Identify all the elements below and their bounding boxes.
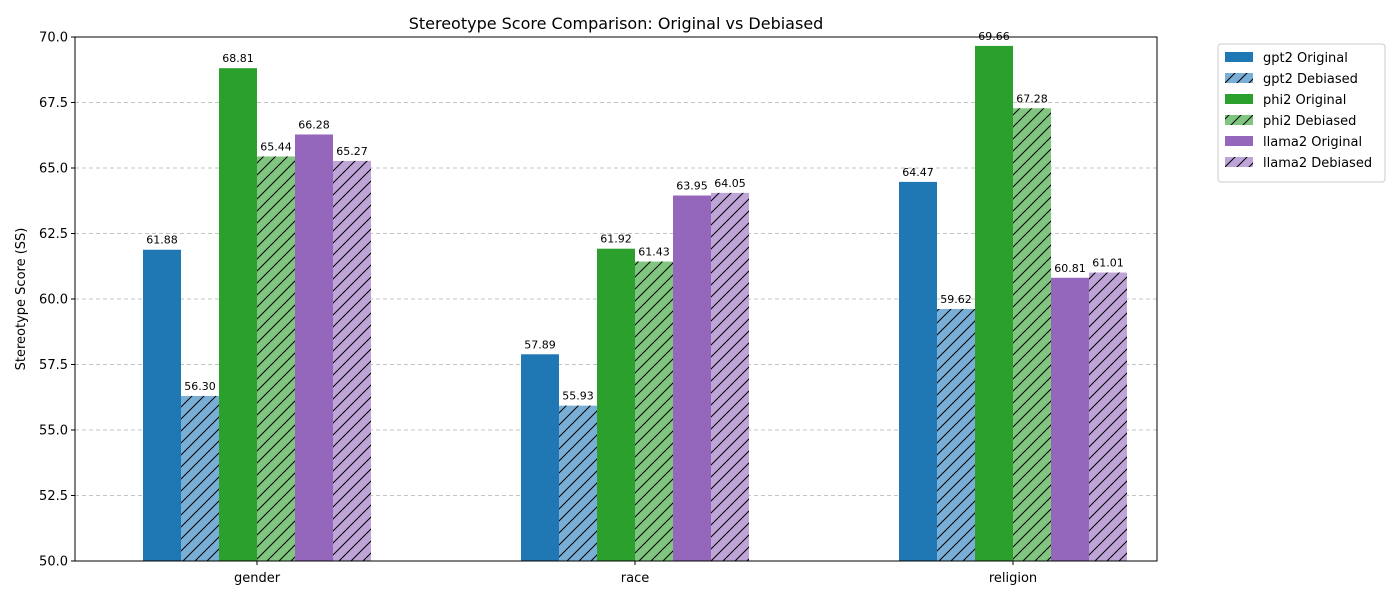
legend-label-gpt2-debiased: gpt2 Debiased <box>1263 72 1358 87</box>
value-labels-group: 61.88 57.89 64.47 56.30 55.93 59.62 68.81 61.92… <box>146 30 1124 403</box>
value-label: 64.47 <box>902 166 934 179</box>
value-label: 68.81 <box>222 52 254 65</box>
y-tick-label: 55.0 <box>39 424 68 439</box>
value-label: 61.92 <box>600 233 632 246</box>
bar-hatch-gpt2-debiased-race <box>559 405 597 561</box>
legend-label-llama2-debiased: llama2 Debiased <box>1263 156 1372 171</box>
value-label: 61.88 <box>146 234 178 247</box>
value-label: 69.66 <box>978 30 1010 43</box>
value-label: 65.27 <box>336 145 368 158</box>
legend-swatch-hatch-gpt2-debiased <box>1225 73 1253 83</box>
legend-label-phi2-debiased: phi2 Debiased <box>1263 114 1356 129</box>
y-axis-label: Stereotype Score (SS) <box>14 228 29 371</box>
legend-label-gpt2-original: gpt2 Original <box>1263 51 1348 66</box>
legend-label-phi2-original: phi2 Original <box>1263 93 1346 108</box>
bar-phi2-original-gender <box>219 68 257 561</box>
x-tick-label-race: race <box>621 571 649 586</box>
y-tick-label: 62.5 <box>39 227 68 242</box>
legend-swatch-phi2-original <box>1225 94 1253 104</box>
legend: gpt2 Original gpt2 Debiased phi2 Original p… <box>1217 43 1386 183</box>
y-tick-label: 57.5 <box>39 358 68 373</box>
bar-gpt2-original-religion <box>899 181 937 562</box>
chart-title: Stereotype Score Comparison: Original vs… <box>409 14 824 33</box>
y-axis: 50.0 52.5 55.0 57.5 60.0 62.5 65.0 67.5 70.0 <box>39 31 75 570</box>
y-tick-label: 50.0 <box>39 555 68 570</box>
value-label: 59.62 <box>940 293 972 306</box>
value-label: 63.95 <box>676 180 708 193</box>
bars-group <box>143 45 1127 562</box>
legend-box <box>1217 43 1386 183</box>
x-tick-label-religion: religion <box>989 571 1037 586</box>
bar-hatch-phi2-debiased-race <box>635 261 673 561</box>
value-label: 60.81 <box>1054 262 1086 275</box>
bar-hatch-llama2-debiased-race <box>711 192 749 561</box>
value-label: 56.30 <box>184 380 216 393</box>
bar-hatch-gpt2-debiased-gender <box>181 395 219 561</box>
bar-hatch-llama2-debiased-gender <box>333 160 371 561</box>
bar-gpt2-original-race <box>521 354 559 561</box>
legend-label-llama2-original: llama2 Original <box>1263 135 1362 150</box>
bar-hatch-phi2-debiased-gender <box>257 156 295 562</box>
y-tick-label: 70.0 <box>39 31 68 46</box>
value-label: 65.44 <box>260 140 292 153</box>
legend-swatch-llama2-original <box>1225 136 1253 146</box>
y-tick-label: 52.5 <box>39 489 68 504</box>
bar-phi2-original-race <box>597 248 635 562</box>
legend-swatch-gpt2-original <box>1225 52 1253 62</box>
y-tick-label: 67.5 <box>39 96 68 111</box>
bar-llama2-original-race <box>673 195 711 561</box>
x-tick-label-gender: gender <box>234 571 281 586</box>
value-label: 66.28 <box>298 118 330 131</box>
legend-swatch-hatch-llama2-debiased <box>1225 157 1253 167</box>
value-label: 61.01 <box>1092 257 1124 270</box>
value-label: 61.43 <box>638 246 670 259</box>
y-tick-label: 60.0 <box>39 293 68 308</box>
bar-hatch-gpt2-debiased-religion <box>937 308 975 561</box>
legend-swatch-hatch-phi2-debiased <box>1225 115 1253 125</box>
bar-hatch-llama2-debiased-religion <box>1089 272 1127 561</box>
value-label: 67.28 <box>1016 92 1048 105</box>
value-label: 64.05 <box>714 177 746 190</box>
bar-gpt2-original-gender <box>143 249 181 561</box>
bar-phi2-original-religion <box>975 45 1013 561</box>
bar-hatch-phi2-debiased-religion <box>1013 108 1051 561</box>
x-axis: gender race religion <box>234 561 1037 586</box>
bar-llama2-original-religion <box>1051 277 1089 561</box>
value-label: 57.89 <box>524 338 556 351</box>
y-tick-label: 65.0 <box>39 162 68 177</box>
bar-llama2-original-gender <box>295 134 333 562</box>
value-label: 55.93 <box>562 390 594 403</box>
